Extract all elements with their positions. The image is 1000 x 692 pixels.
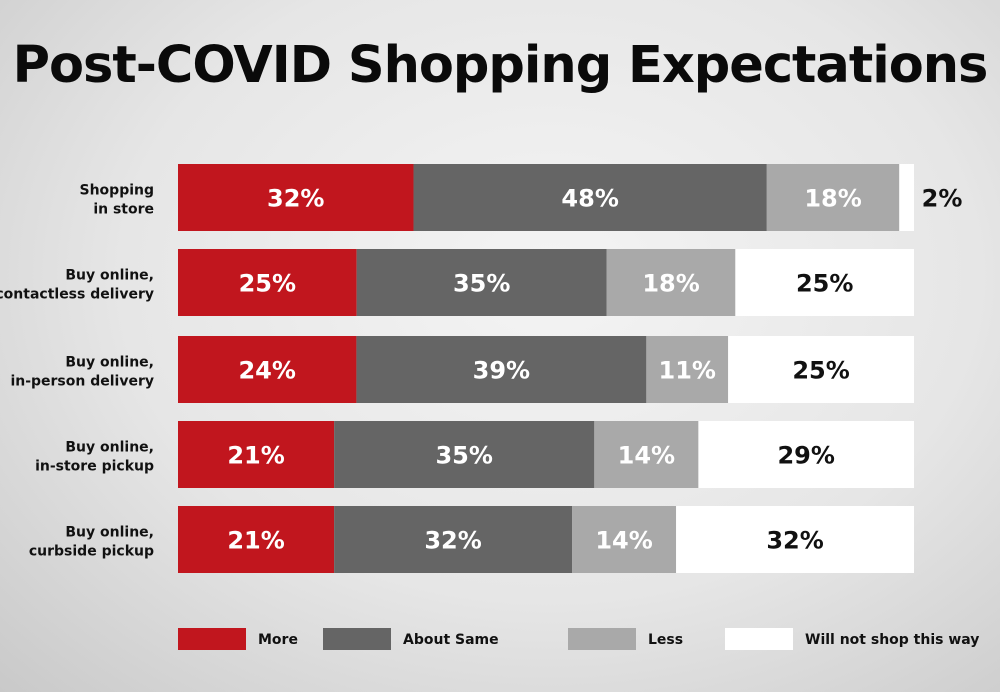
data-label: 25%: [239, 270, 296, 298]
legend-swatch: [178, 628, 246, 650]
data-label: 32%: [424, 527, 481, 555]
bar-segment-more: [178, 164, 414, 231]
bar-segment-about-same: [413, 164, 767, 231]
bar-segment-less: [572, 506, 677, 573]
legend-swatch: [725, 628, 793, 650]
bar-segment-will-not-shop-this-way: [698, 421, 914, 488]
legend-label: Less: [648, 632, 683, 648]
legend-swatch: [323, 628, 391, 650]
bar-segment-about-same: [334, 421, 595, 488]
category-label: Shopping in store: [80, 183, 155, 218]
data-label: 21%: [227, 527, 284, 555]
legend-swatch: [568, 628, 636, 650]
data-label: 25%: [792, 357, 849, 385]
bar-segment-more: [178, 421, 335, 488]
data-label: 25%: [796, 270, 853, 298]
data-label: 2%: [922, 185, 963, 213]
bar-segment-will-not-shop-this-way: [676, 506, 914, 573]
category-label: Buy online, curbside pickup: [29, 525, 154, 560]
data-label: 39%: [473, 357, 530, 385]
data-label: 11%: [659, 357, 716, 385]
bar-segment-will-not-shop-this-way: [728, 336, 914, 403]
category-label: Buy online, contactless delivery: [0, 268, 154, 303]
data-label: 14%: [595, 527, 652, 555]
bar-segment-less: [594, 421, 699, 488]
data-label: 32%: [766, 527, 823, 555]
data-label: 32%: [267, 185, 324, 213]
bar-segment-more: [178, 249, 357, 316]
data-label: 48%: [561, 185, 618, 213]
data-label: 18%: [804, 185, 861, 213]
legend-label: Will not shop this way: [805, 632, 979, 648]
data-label: 35%: [453, 270, 510, 298]
bar-segment-less: [646, 336, 729, 403]
bar-segment-about-same: [356, 336, 647, 403]
bar-segment-will-not-shop-this-way: [735, 249, 914, 316]
bar-segment-more: [178, 506, 335, 573]
bar-segment-less: [766, 164, 900, 231]
category-label: Buy online, in-store pickup: [35, 440, 154, 475]
data-label: 18%: [642, 270, 699, 298]
bar-segment-about-same: [334, 506, 573, 573]
chart-title: Post-COVID Shopping Expectations: [12, 36, 989, 95]
data-label: 14%: [618, 442, 675, 470]
bar-segment-about-same: [356, 249, 607, 316]
legend-label: About Same: [403, 632, 499, 648]
category-label: Buy online, in-person delivery: [10, 355, 154, 390]
bar-segment-will-not-shop-this-way: [899, 164, 914, 231]
data-label: 24%: [238, 357, 295, 385]
bar-segment-less: [606, 249, 736, 316]
data-label: 35%: [435, 442, 492, 470]
bar-segment-more: [178, 336, 357, 403]
data-label: 29%: [777, 442, 834, 470]
legend-label: More: [258, 632, 298, 648]
data-label: 21%: [227, 442, 284, 470]
